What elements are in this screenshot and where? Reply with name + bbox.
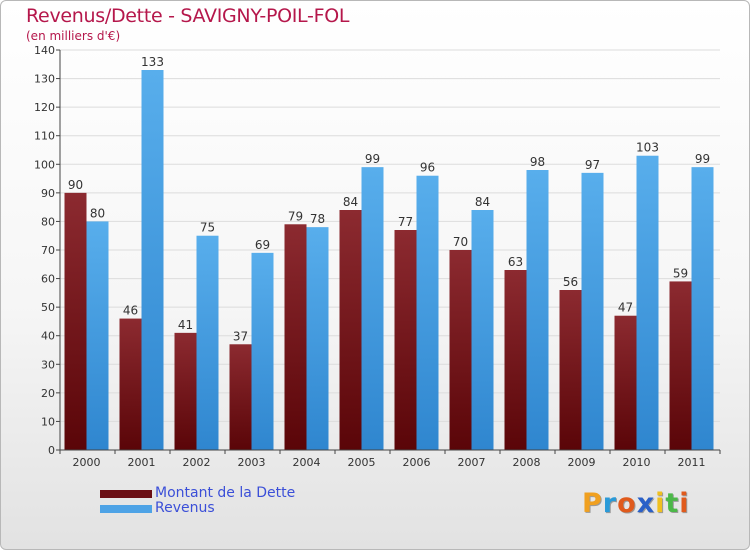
y-tick-label: 30 [41,358,55,371]
bar-debt [394,230,417,450]
data-label-revenue: 96 [420,161,435,175]
logo-letter: i [655,488,666,519]
data-label-debt: 37 [233,329,248,343]
y-tick-label: 90 [41,187,55,200]
data-label-debt: 56 [563,275,578,289]
logo-letter: t [665,488,680,519]
x-tick-label: 2003 [238,456,266,469]
x-tick-label: 2000 [73,456,101,469]
bar-debt [119,318,142,450]
y-tick-label: 80 [41,215,55,228]
bar-debt [284,224,307,450]
data-label-debt: 47 [618,301,633,315]
x-tick-label: 2004 [293,456,321,469]
data-labels: 90 80 46 133 41 75 37 69 79 78 84 99 77 96 70 84 63 98 56 9… [68,55,710,343]
bar-revenue [141,70,164,450]
x-tick-label: 2006 [403,456,431,469]
bar-debt [174,332,197,450]
x-tick-label: 2005 [348,456,376,469]
bar-revenue [196,235,219,450]
bars [64,70,714,450]
data-label-revenue: 103 [636,141,659,155]
bar-debt [449,250,472,450]
data-label-debt: 84 [343,195,358,209]
data-label-revenue: 75 [200,221,215,235]
logo-letter: i [679,488,690,519]
data-label-revenue: 84 [475,195,490,209]
data-label-revenue: 98 [530,155,545,169]
chart-subtitle: (en milliers d'€) [26,29,121,43]
logo-letter: x [636,488,656,519]
x-tick-label: 2001 [128,456,156,469]
legend-label-revenue: Revenus [155,500,215,516]
data-label-debt: 41 [178,318,193,332]
data-label-revenue: 133 [141,55,164,69]
bar-revenue [306,227,329,450]
data-label-revenue: 78 [310,212,325,226]
bar-revenue [86,221,109,450]
logo-letter: P [582,488,603,519]
bar-revenue [416,175,439,450]
y-tick-label: 100 [34,158,55,171]
x-tick-label: 2002 [183,456,211,469]
data-label-debt: 90 [68,178,83,192]
data-label-debt: 46 [123,304,138,318]
y-tick-label: 40 [41,330,55,343]
bar-debt [339,210,362,450]
x-tick-label: 2011 [678,456,706,469]
data-label-revenue: 97 [585,158,600,172]
bar-debt [559,290,582,450]
bar-debt [229,344,252,450]
y-tick-label: 70 [41,244,55,257]
data-label-revenue: 69 [255,238,270,252]
x-tick-label: 2010 [623,456,651,469]
bar-revenue [251,252,274,450]
data-label-revenue: 99 [365,152,380,166]
proxiti-logo: Proxiti [582,488,690,519]
bar-debt [504,270,527,450]
y-tick-label: 10 [41,415,55,428]
y-tick-label: 50 [41,301,55,314]
bar-revenue [691,167,714,450]
data-label-revenue: 99 [695,152,710,166]
legend-swatch-revenue [100,505,152,513]
data-label-debt: 63 [508,255,523,269]
bar-revenue [636,155,659,450]
bar-debt [669,281,692,450]
x-tick-label: 2009 [568,456,596,469]
y-tick-label: 110 [34,130,55,143]
bar-revenue [471,210,494,450]
y-tick-label: 140 [34,44,55,57]
y-tick-label: 20 [41,387,55,400]
data-label-debt: 59 [673,266,688,280]
x-tick-label: 2008 [513,456,541,469]
data-label-revenue: 80 [90,206,105,220]
gridlines [60,49,720,451]
y-tick-label: 130 [34,73,55,86]
y-tick-label: 60 [41,273,55,286]
legend-label-debt: Montant de la Dette [155,485,296,501]
y-tick-label: 120 [34,101,55,114]
bar-revenue [361,167,384,450]
axes: 0 10 20 30 40 50 60 70 80 90 100 110 120 130 140 2000 20… [34,44,721,469]
data-label-debt: 70 [453,235,468,249]
data-label-debt: 79 [288,209,303,223]
chart-title: Revenus/Dette - SAVIGNY-POIL-FOL [26,5,350,27]
bar-debt [614,315,637,450]
logo-letter: o [617,488,637,519]
x-tick-label: 2007 [458,456,486,469]
data-label-debt: 77 [398,215,413,229]
y-tick-label: 0 [48,444,55,457]
logo-letter: r [602,488,618,519]
bar-revenue [581,172,604,450]
bar-debt [64,192,87,450]
legend-swatch-debt [100,490,152,498]
bar-revenue [526,170,549,450]
